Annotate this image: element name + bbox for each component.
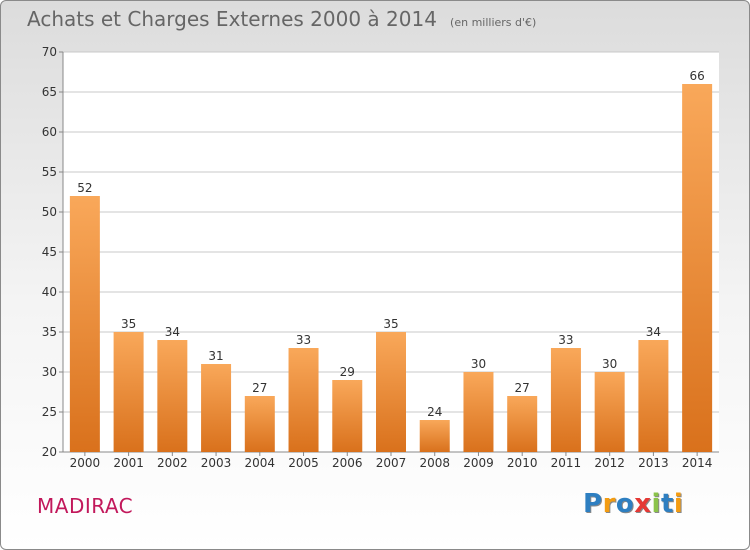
- logo-letter: r: [602, 489, 616, 519]
- logo-letter: i: [673, 489, 684, 519]
- bar-value-label: 24: [427, 405, 442, 419]
- bar-value-label: 31: [208, 349, 223, 363]
- bar-value-label: 34: [165, 325, 180, 339]
- x-tick-label: 2013: [638, 456, 669, 470]
- proxiti-logo: Proxiti: [583, 489, 683, 519]
- x-tick-label: 2005: [288, 456, 319, 470]
- y-tick-label: 55: [42, 165, 57, 179]
- logo-letter: x: [634, 489, 652, 519]
- bar: [244, 396, 275, 452]
- bar-value-label: 33: [558, 333, 573, 347]
- y-tick-label: 50: [42, 205, 57, 219]
- bar: [288, 348, 319, 452]
- bar: [69, 196, 100, 452]
- chart-header: Achats et Charges Externes 2000 à 2014 (…: [27, 7, 536, 31]
- bar: [113, 332, 144, 452]
- x-tick-label: 2011: [551, 456, 582, 470]
- chart-title: Achats et Charges Externes 2000 à 2014: [27, 7, 437, 31]
- bar: [463, 372, 494, 452]
- bar-value-label: 27: [252, 381, 267, 395]
- bar-value-label: 29: [340, 365, 355, 379]
- bar: [376, 332, 406, 452]
- bar-value-label: 35: [121, 317, 136, 331]
- x-tick-label: 2008: [419, 456, 450, 470]
- chart-unit: (en milliers d'€): [450, 16, 537, 29]
- bar-value-label: 66: [689, 69, 704, 83]
- logo-letter: o: [615, 489, 635, 519]
- bar-value-label: 30: [471, 357, 486, 371]
- x-tick-label: 2014: [682, 456, 713, 470]
- y-tick-label: 30: [42, 365, 57, 379]
- x-tick-label: 2004: [245, 456, 276, 470]
- bar-value-label: 52: [77, 181, 92, 195]
- y-tick-label: 25: [42, 405, 57, 419]
- y-tick-label: 45: [42, 245, 57, 259]
- x-tick-label: 2002: [157, 456, 188, 470]
- bar: [594, 372, 625, 452]
- y-tick-label: 20: [42, 445, 57, 459]
- bar: [507, 396, 538, 452]
- bar-value-label: 34: [646, 325, 661, 339]
- x-tick-label: 2010: [507, 456, 538, 470]
- bar: [682, 84, 713, 452]
- logo-letter: P: [583, 489, 603, 519]
- x-tick-label: 2003: [201, 456, 232, 470]
- y-tick-label: 35: [42, 325, 57, 339]
- y-tick-label: 70: [42, 45, 57, 59]
- x-tick-label: 2007: [376, 456, 407, 470]
- bar-value-label: 35: [383, 317, 398, 331]
- x-tick-label: 2012: [594, 456, 625, 470]
- x-tick-label: 2001: [113, 456, 144, 470]
- x-tick-label: 2000: [70, 456, 101, 470]
- bar-value-label: 27: [515, 381, 530, 395]
- bar-value-label: 30: [602, 357, 617, 371]
- bar: [419, 420, 450, 452]
- bar: [638, 340, 669, 452]
- bar-value-label: 33: [296, 333, 311, 347]
- logo-letter: i: [651, 489, 661, 519]
- bar: [550, 348, 581, 452]
- y-tick-label: 60: [42, 125, 57, 139]
- y-tick-label: 40: [42, 285, 57, 299]
- x-tick-label: 2009: [463, 456, 494, 470]
- bar: [201, 364, 232, 452]
- bar: [332, 380, 363, 452]
- x-tick-label: 2006: [332, 456, 363, 470]
- logo-letter: t: [660, 489, 674, 519]
- y-tick-label: 65: [42, 85, 57, 99]
- place-name: MADIRAC: [37, 494, 134, 518]
- bar: [157, 340, 188, 452]
